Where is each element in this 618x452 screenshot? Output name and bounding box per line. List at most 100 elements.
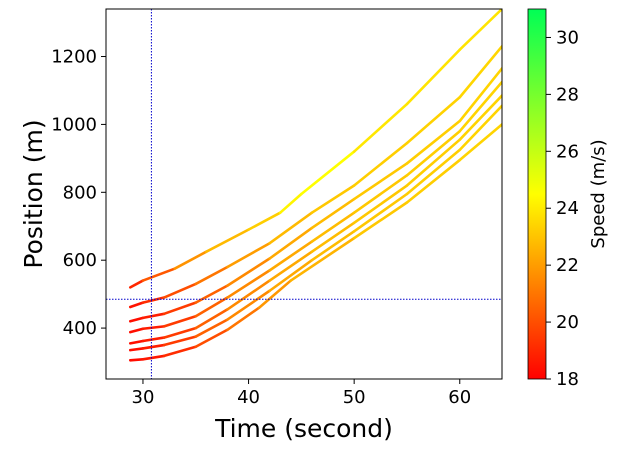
trajectory-segment	[128, 347, 145, 352]
y-tick-label: 1000	[51, 114, 97, 135]
trajectory-segment	[194, 284, 229, 304]
trajectory-segment	[352, 162, 409, 201]
x-axis-label: Time (second)	[214, 414, 393, 443]
trajectory-segment	[458, 123, 502, 162]
plot-frame	[105, 8, 503, 380]
trajectory-segment	[128, 316, 145, 323]
trajectory-segment	[141, 336, 166, 343]
reference-lines	[106, 9, 502, 379]
colorbar-tick-label: 18	[556, 369, 579, 390]
trajectory-segment	[141, 312, 166, 320]
trajectory-segment	[162, 326, 198, 339]
trajectory-segment	[194, 328, 229, 349]
trajectory-segment	[141, 325, 166, 331]
colorbar-ticks: 18 20 22 24 26 28 30	[546, 27, 579, 390]
trajectory-segment	[458, 94, 502, 141]
trajectory-6	[128, 104, 502, 352]
trajectory-segment	[289, 236, 356, 282]
trajectory-segment	[141, 267, 176, 282]
trajectory-segment	[405, 119, 462, 165]
trajectory-segment	[300, 150, 356, 196]
y-tick-label: 1200	[51, 47, 97, 68]
trajectory-segment	[278, 192, 303, 214]
trajectory-segment	[226, 279, 271, 311]
trajectory-segment	[173, 250, 208, 270]
trajectory-segment	[268, 211, 314, 245]
trajectory-segment	[128, 339, 145, 345]
trajectory-segment	[194, 318, 229, 338]
trajectory-segment	[458, 9, 502, 52]
colorbar-tick-label: 30	[556, 27, 579, 48]
trajectory-1	[128, 9, 502, 289]
trajectory-4	[128, 80, 502, 334]
trajectory-segment	[310, 221, 356, 254]
trajectory-segment	[268, 226, 314, 260]
colorbar-tick-label: 24	[556, 198, 579, 219]
trajectory-segment	[352, 141, 409, 187]
trajectory-segment	[405, 158, 462, 204]
x-tick-label: 50	[343, 387, 366, 408]
y-tick-label: 800	[63, 182, 97, 203]
trajectory-segment	[458, 80, 502, 133]
trajectory-segment	[352, 174, 409, 214]
colorbar-tick-label: 22	[556, 255, 579, 276]
trajectory-segment	[128, 301, 145, 309]
trajectory-segment	[405, 129, 462, 177]
trajectory-segment	[310, 197, 356, 230]
trajectory-segment	[458, 104, 502, 152]
colorbar-tick-label: 26	[556, 141, 579, 162]
trajectory-3	[128, 67, 502, 323]
trajectory-segment	[352, 102, 409, 153]
trajectory-segment	[352, 184, 409, 225]
trajectory-segment	[141, 296, 166, 304]
trajectory-segment	[458, 67, 502, 123]
trajectory-segment	[247, 211, 282, 231]
trajectory-segment	[310, 184, 356, 214]
trajectory-segment	[226, 306, 261, 332]
colorbar-label: Speed (m/s)	[588, 139, 609, 248]
trajectory-segment	[257, 279, 293, 310]
x-tick-label: 60	[448, 387, 471, 408]
trajectory-segment	[162, 301, 198, 316]
trajectory-segment	[162, 314, 198, 328]
colorbar	[527, 8, 547, 380]
trajectory-segment	[226, 289, 271, 321]
trajectory-segment	[352, 201, 409, 240]
trajectory-segment	[162, 282, 198, 299]
trajectory-2	[128, 45, 502, 309]
y-tick-label: 400	[63, 318, 97, 339]
colorbar-tick-label: 28	[556, 84, 579, 105]
trajectory-segment	[405, 95, 462, 145]
trajectory-segment	[128, 279, 145, 289]
trajectory-segment	[268, 258, 314, 293]
colorbar-tick-label: 20	[556, 312, 579, 333]
trajectory-7	[128, 123, 502, 362]
trajectory-segment	[194, 308, 229, 330]
y-tick-label: 600	[63, 250, 97, 271]
trajectory-segment	[226, 269, 271, 299]
trajectory-segment	[405, 48, 462, 106]
trajectory-segment	[194, 296, 229, 318]
trajectory-segment	[226, 257, 271, 287]
trajectory-segment	[128, 327, 145, 334]
trajectory-segment	[268, 240, 314, 272]
x-tick-label: 40	[237, 387, 260, 408]
x-axis-ticks: 30 40 50 60	[132, 379, 471, 408]
trajectory-segment	[128, 358, 145, 362]
trajectory-segment	[226, 241, 271, 269]
trajectory-segment	[405, 138, 462, 187]
trajectory-segment	[162, 335, 198, 347]
trajectory-segment	[205, 228, 250, 254]
trajectory-segment	[141, 343, 166, 350]
trajectory-segment	[310, 230, 356, 262]
series-layer	[128, 9, 502, 362]
trajectory-segment	[141, 354, 166, 361]
x-tick-label: 30	[132, 387, 155, 408]
trajectory-segment	[352, 192, 409, 233]
y-axis-label: Position (m)	[19, 119, 48, 268]
trajectory-segment	[194, 265, 229, 286]
trajectory-segment	[162, 345, 198, 358]
trajectory-segment	[458, 45, 502, 99]
y-axis-ticks: 400 600 800 1000 1200	[51, 47, 106, 339]
